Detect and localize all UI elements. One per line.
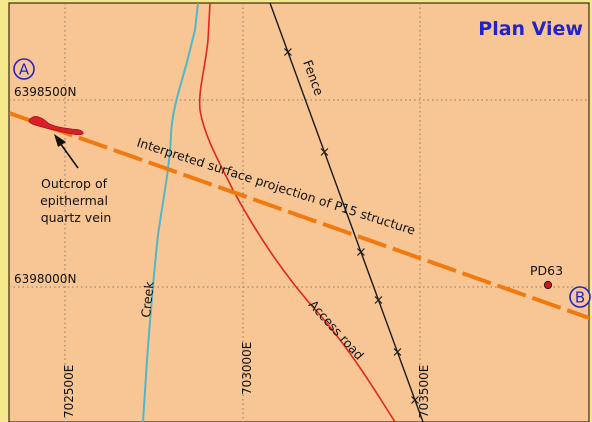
easting-label-703500E: 703500E bbox=[417, 365, 431, 418]
structure-projection-line bbox=[9, 111, 589, 321]
outcrop-vein-shape bbox=[28, 116, 84, 136]
drillhole-label: PD63 bbox=[530, 263, 563, 278]
easting-label-702500E: 702500E bbox=[62, 365, 76, 418]
section-marker-start: A bbox=[13, 58, 35, 80]
x-mark-icon bbox=[411, 396, 419, 404]
section-marker-start-letter: A bbox=[19, 61, 30, 79]
fence-ticks bbox=[283, 48, 419, 404]
creek-label: Creek bbox=[138, 280, 157, 318]
access-road-line bbox=[198, 3, 396, 422]
outcrop-label-line-3: quartz vein bbox=[41, 210, 112, 225]
map-ground bbox=[8, 2, 590, 422]
section-marker-end: B bbox=[569, 286, 591, 308]
x-mark-icon bbox=[283, 48, 292, 56]
outcrop-label: Outcrop of epithermal quartz vein bbox=[40, 176, 112, 225]
drillhole-dot-icon bbox=[543, 280, 553, 290]
northing-label-6398500N: 6398500N bbox=[14, 85, 76, 99]
arrow-icon bbox=[54, 134, 79, 169]
x-mark-icon bbox=[374, 296, 383, 304]
northing-label-6398000N: 6398000N bbox=[14, 272, 76, 286]
creek-line bbox=[142, 3, 199, 422]
x-mark-icon bbox=[393, 348, 402, 356]
x-mark-icon bbox=[320, 148, 329, 156]
drillhole-pd63: PD63 bbox=[530, 263, 563, 290]
section-marker-start-circle bbox=[13, 58, 35, 80]
x-mark-icon bbox=[356, 248, 365, 256]
section-marker-end-circle bbox=[569, 286, 591, 308]
easting-label-703000E: 703000E bbox=[240, 342, 254, 395]
outcrop-label-line-2: epithermal bbox=[40, 193, 108, 208]
map-title: Plan View bbox=[478, 18, 583, 40]
outcrop-label-line-1: Outcrop of bbox=[41, 176, 108, 191]
section-marker-end-letter: B bbox=[575, 289, 585, 307]
